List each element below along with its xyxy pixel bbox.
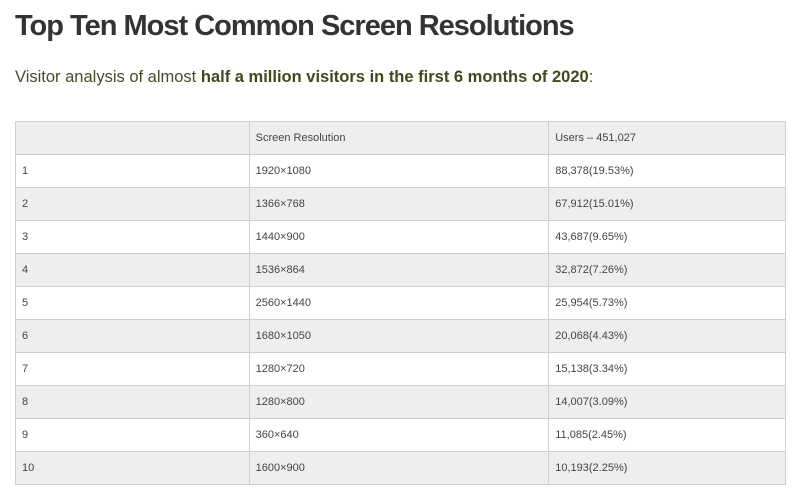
users-cell: 10,193(2.25%) bbox=[548, 451, 786, 485]
intro-prefix: Visitor analysis of almost bbox=[15, 68, 201, 86]
users-cell: 43,687(9.65%) bbox=[548, 220, 786, 254]
rank-cell: 7 bbox=[15, 352, 250, 386]
table-row: 3 1440×900 43,687(9.65%) bbox=[15, 220, 786, 254]
header-rank bbox=[15, 121, 250, 155]
users-cell: 20,068(4.43%) bbox=[548, 319, 786, 353]
users-cell: 25,954(5.73%) bbox=[548, 286, 786, 320]
rank-cell: 3 bbox=[15, 220, 250, 254]
table-row: 2 1366×768 67,912(15.01%) bbox=[15, 187, 786, 221]
header-screen-resolution: Screen Resolution bbox=[248, 121, 550, 155]
resolutions-table: Screen Resolution Users – 451,027 1 1920… bbox=[15, 121, 786, 485]
rank-cell: 8 bbox=[15, 385, 250, 419]
resolution-cell: 1440×900 bbox=[248, 220, 550, 254]
rank-cell: 1 bbox=[15, 154, 250, 188]
resolution-cell: 1366×768 bbox=[248, 187, 550, 221]
table-row: 9 360×640 11,085(2.45%) bbox=[15, 418, 786, 452]
table-row: 4 1536×864 32,872(7.26%) bbox=[15, 253, 786, 287]
table-row: 7 1280×720 15,138(3.34%) bbox=[15, 352, 786, 386]
users-cell: 11,085(2.45%) bbox=[548, 418, 786, 452]
resolution-cell: 1536×864 bbox=[248, 253, 550, 287]
intro-highlight: half a million visitors in the first 6 m… bbox=[200, 68, 589, 86]
resolution-cell: 1280×800 bbox=[248, 385, 550, 419]
rank-cell: 4 bbox=[15, 253, 250, 287]
intro-suffix: : bbox=[588, 68, 594, 86]
rank-cell: 2 bbox=[15, 187, 250, 221]
rank-cell: 5 bbox=[15, 286, 250, 320]
rank-cell: 10 bbox=[15, 451, 250, 485]
resolution-cell: 1600×900 bbox=[248, 451, 550, 485]
users-cell: 14,007(3.09%) bbox=[548, 385, 786, 419]
users-cell: 88,378(19.53%) bbox=[548, 154, 786, 188]
resolution-cell: 360×640 bbox=[248, 418, 550, 452]
resolution-cell: 1280×720 bbox=[248, 352, 550, 386]
header-users: Users – 451,027 bbox=[548, 121, 786, 155]
table-row: 5 2560×1440 25,954(5.73%) bbox=[15, 286, 786, 320]
users-cell: 15,138(3.34%) bbox=[548, 352, 786, 386]
resolution-cell: 2560×1440 bbox=[248, 286, 550, 320]
resolution-cell: 1920×1080 bbox=[248, 154, 550, 188]
rank-cell: 6 bbox=[15, 319, 250, 353]
resolution-cell: 1680×1050 bbox=[248, 319, 550, 353]
rank-cell: 9 bbox=[15, 418, 250, 452]
intro-text: Visitor analysis of almost half a millio… bbox=[15, 65, 593, 89]
table-header-row: Screen Resolution Users – 451,027 bbox=[15, 121, 786, 155]
table-row: 1 1920×1080 88,378(19.53%) bbox=[15, 154, 786, 188]
table-row: 10 1600×900 10,193(2.25%) bbox=[15, 451, 786, 485]
users-cell: 67,912(15.01%) bbox=[548, 187, 786, 221]
table-row: 8 1280×800 14,007(3.09%) bbox=[15, 385, 786, 419]
table-row: 6 1680×1050 20,068(4.43%) bbox=[15, 319, 786, 353]
users-cell: 32,872(7.26%) bbox=[548, 253, 786, 287]
page-title: Top Ten Most Common Screen Resolutions bbox=[15, 10, 575, 42]
